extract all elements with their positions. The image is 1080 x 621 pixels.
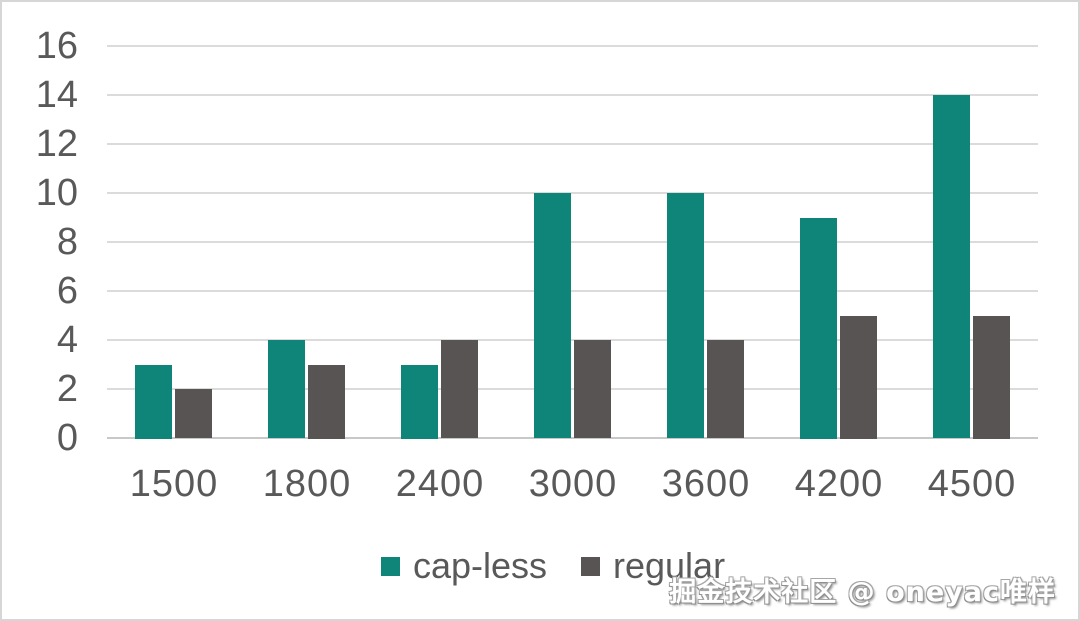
bar-regular: [574, 340, 611, 438]
bar-cap-less: [135, 365, 172, 439]
legend-item-cap-less: cap-less: [380, 545, 547, 587]
x-tick-label: 1800: [262, 463, 352, 505]
bar-cap-less: [667, 193, 704, 438]
bar-regular: [840, 316, 877, 439]
gridline: [107, 339, 1038, 341]
y-tick-label: 2: [56, 368, 78, 410]
bar-cap-less: [933, 95, 970, 438]
y-tick-label: 6: [56, 270, 78, 312]
legend: cap-less regular: [2, 544, 1078, 588]
watermark-text: 掘金技术社区 @ oneyac唯样: [669, 577, 1056, 608]
bar-regular: [441, 340, 478, 438]
legend-swatch-icon: [581, 556, 600, 576]
gridline: [107, 290, 1038, 292]
legend-label: regular: [613, 545, 726, 586]
y-tick-label: 4: [56, 319, 78, 361]
gridline: [107, 143, 1038, 145]
bar-regular: [308, 365, 345, 439]
bar-cap-less: [268, 340, 305, 438]
gridline: [107, 94, 1038, 96]
legend-swatch-icon: [380, 556, 400, 576]
bar-cap-less: [800, 218, 837, 439]
bar-cap-less: [534, 193, 571, 438]
gridline: [107, 45, 1038, 47]
y-tick-label: 16: [35, 25, 78, 67]
gridline: [107, 388, 1038, 390]
bar-regular: [973, 316, 1010, 439]
bar-regular: [175, 389, 212, 438]
bar-cap-less: [401, 365, 438, 439]
y-tick-label: 8: [56, 221, 78, 263]
gridline: [107, 241, 1038, 243]
x-tick-label: 1500: [129, 463, 219, 505]
x-axis-line: [107, 437, 1038, 439]
gridline: [107, 192, 1038, 194]
legend-item-regular: regular: [581, 545, 725, 587]
x-tick-label: 4200: [794, 463, 884, 505]
bar-regular: [707, 340, 744, 438]
legend-label: cap-less: [412, 545, 547, 586]
x-tick-label: 2400: [395, 463, 485, 505]
y-tick-label: 12: [35, 123, 78, 165]
y-tick-label: 14: [35, 74, 78, 116]
x-tick-label: 3600: [661, 463, 751, 505]
x-tick-label: 3000: [528, 463, 618, 505]
y-tick-label: 0: [56, 417, 78, 459]
y-tick-label: 10: [35, 172, 78, 214]
x-tick-label: 4500: [927, 463, 1017, 505]
